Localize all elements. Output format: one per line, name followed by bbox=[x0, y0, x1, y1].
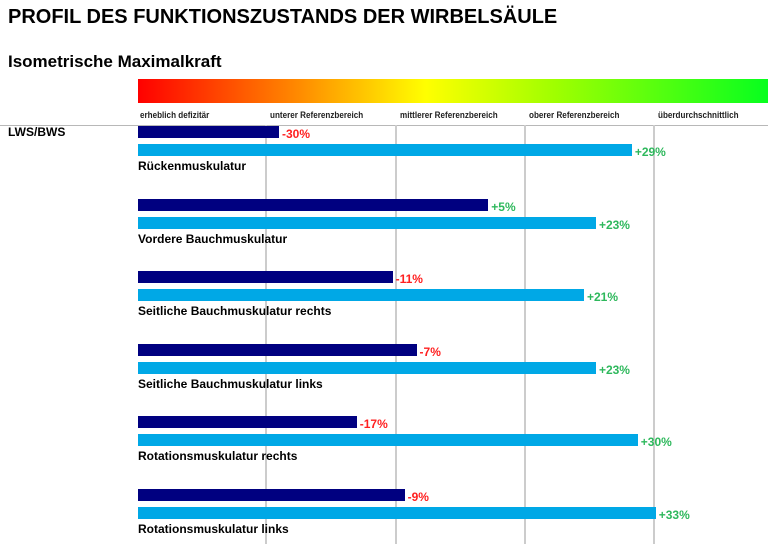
bar-dark-1 bbox=[138, 126, 279, 138]
section-title: Isometrische Maximalkraft bbox=[8, 52, 222, 71]
color-scale-bar bbox=[138, 79, 768, 103]
gridline-1 bbox=[265, 125, 267, 544]
zone-label-5: überdurchschnittlich bbox=[658, 110, 739, 120]
value-label-light-2: +23% bbox=[598, 217, 630, 232]
bar-dark-6 bbox=[138, 488, 405, 501]
value-label-dark-1: -30% bbox=[282, 127, 311, 141]
value-label-light-3: +21% bbox=[586, 290, 618, 304]
group-label: LWS/BWS bbox=[8, 125, 66, 139]
value-label-light-1: +29% bbox=[634, 145, 666, 159]
value-label-light-4: +23% bbox=[598, 362, 630, 377]
bar-dark-5 bbox=[138, 416, 357, 428]
gridline-2 bbox=[395, 125, 397, 544]
value-label-dark-6: -9% bbox=[407, 489, 429, 504]
value-label-light-6: +33% bbox=[658, 507, 690, 522]
category-label-3: Seitliche Bauchmuskulatur rechts bbox=[138, 304, 332, 318]
zone-label-3: mittlerer Referenzbereich bbox=[400, 110, 498, 120]
value-label-dark-2: +5% bbox=[491, 199, 516, 214]
category-label-5: Rotationsmuskulatur rechts bbox=[138, 449, 298, 463]
category-label-6: Rotationsmuskulatur links bbox=[138, 521, 289, 536]
bar-light-4 bbox=[138, 361, 596, 374]
bar-light-6 bbox=[138, 506, 656, 519]
zone-label-1: erheblich defizitär bbox=[140, 110, 210, 120]
bar-light-1 bbox=[138, 144, 632, 156]
bar-dark-4 bbox=[138, 343, 417, 356]
bar-light-5 bbox=[138, 434, 638, 446]
category-label-4: Seitliche Bauchmuskulatur links bbox=[138, 376, 323, 391]
zone-label-2: unterer Referenzbereich bbox=[270, 110, 364, 120]
bar-dark-3 bbox=[138, 271, 393, 283]
value-label-dark-4: -7% bbox=[419, 344, 441, 359]
bar-dark-2 bbox=[138, 198, 489, 211]
value-label-light-5: +30% bbox=[640, 435, 672, 449]
category-label-2: Vordere Bauchmuskulatur bbox=[138, 231, 288, 246]
gridline-4 bbox=[653, 125, 655, 544]
category-label-1: Rückenmuskulatur bbox=[138, 159, 247, 173]
value-label-dark-5: -17% bbox=[359, 417, 388, 431]
page-title: PROFIL DES FUNKTIONSZUSTANDS DER WIRBELS… bbox=[8, 6, 558, 28]
gridline-3 bbox=[524, 125, 526, 544]
zone-label-4: oberer Referenzbereich bbox=[529, 110, 620, 120]
value-label-dark-3: -11% bbox=[395, 272, 423, 286]
header-divider bbox=[0, 125, 768, 126]
bar-light-3 bbox=[138, 289, 584, 301]
bar-light-2 bbox=[138, 216, 596, 229]
